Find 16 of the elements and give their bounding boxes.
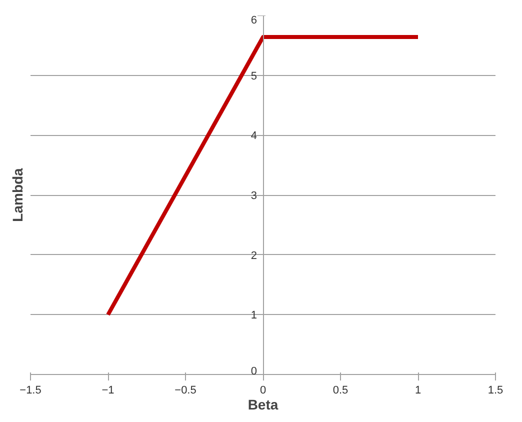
x-tick-label: −1.5 bbox=[20, 384, 42, 396]
x-tick-label: 0.5 bbox=[332, 384, 348, 396]
y-tick-label: 4 bbox=[250, 130, 258, 142]
y-tick-label: 3 bbox=[250, 190, 258, 202]
y-tick-label: 2 bbox=[250, 250, 258, 262]
y-tick-label: 1 bbox=[250, 310, 258, 322]
y-tick-label: 6 bbox=[250, 14, 258, 26]
y-axis-title: Lambda bbox=[10, 168, 26, 222]
x-axis-title: Beta bbox=[248, 396, 278, 412]
x-tick-label: −1 bbox=[102, 384, 114, 396]
x-tick-label: −0.5 bbox=[174, 384, 196, 396]
x-tick-label: 0 bbox=[260, 384, 266, 396]
y-tick-label: 5 bbox=[250, 70, 258, 82]
y-tick-label: 0 bbox=[250, 366, 258, 378]
x-tick-label: 1.5 bbox=[488, 384, 504, 396]
x-tick-label: 1 bbox=[414, 384, 422, 396]
